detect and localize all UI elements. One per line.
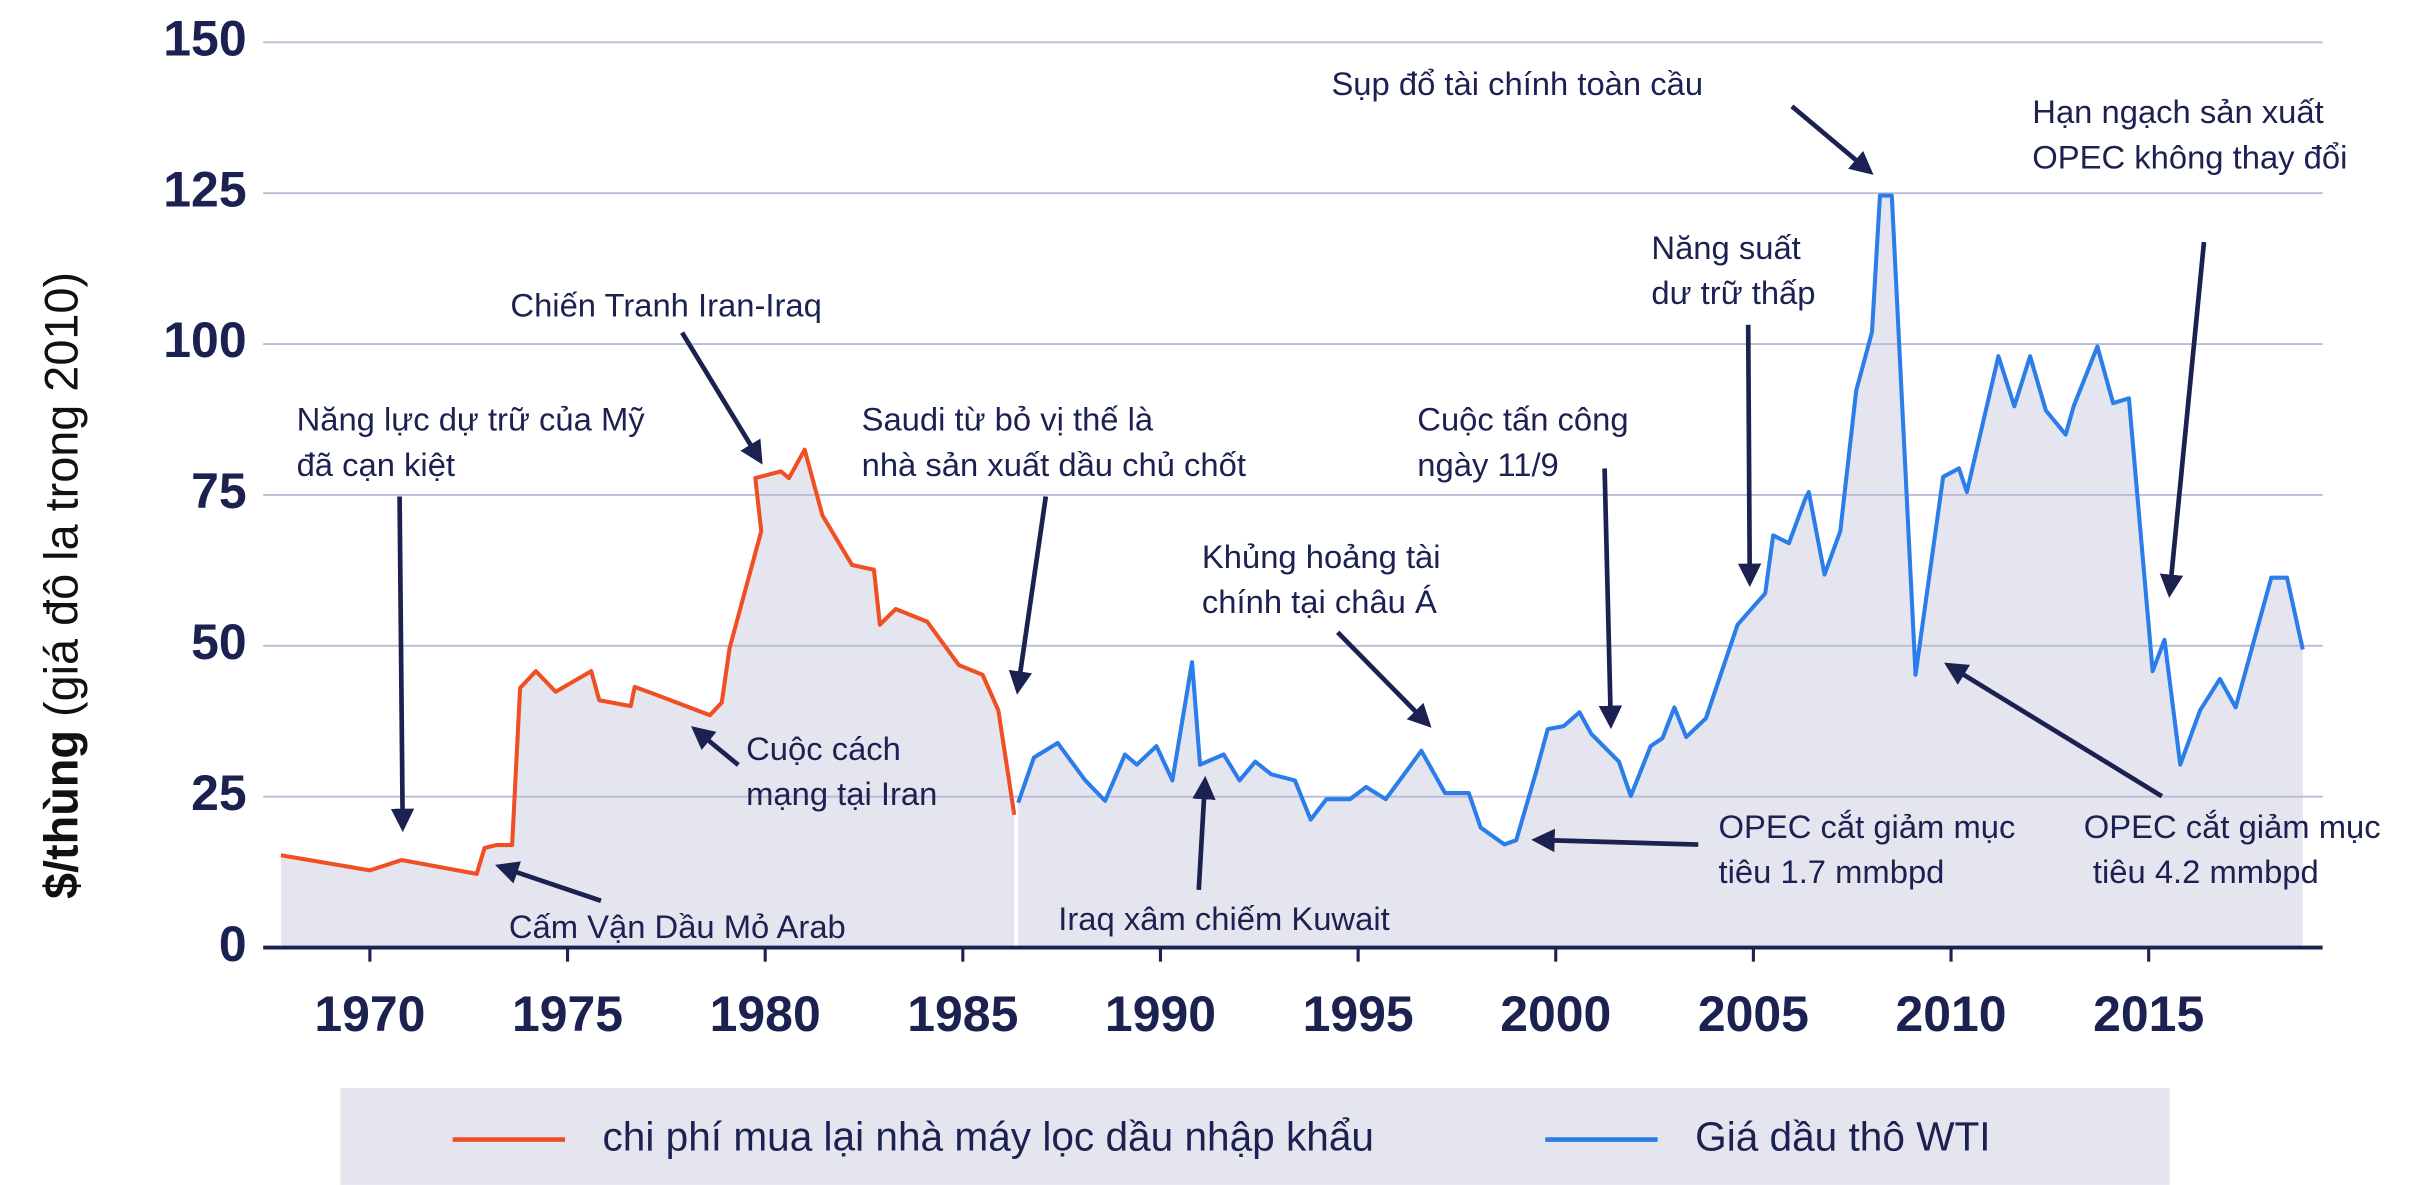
annotation-line: tiêu 1.7 mmbpd	[1719, 853, 1945, 890]
annotation: Cuộc cách mạng tại Iran	[746, 730, 937, 812]
annotation: Saudi từ bỏ vị thế là nhà sản xuất dầu ch…	[862, 400, 1246, 482]
series-line	[280, 447, 1017, 876]
annotation-line: Saudi từ bỏ vị thế là	[862, 400, 1154, 437]
annotation-arrow	[1336, 630, 1432, 728]
annotation: Cấm Vận Dầu Mỏ Arab	[509, 908, 846, 945]
annotation-line: OPEC không thay đổi	[2032, 138, 2347, 175]
y-tick-label: 75	[191, 463, 247, 519]
annotation: Cuộc tấn công ngày 11/9	[1417, 400, 1628, 482]
annotation: OPEC cắt giảm mục tiêu 4.2 mmbpd	[2084, 808, 2381, 890]
annotation: Năng suất dư trữ thấp	[1651, 229, 1815, 311]
x-tick-label: 2005	[1698, 986, 1809, 1042]
annotation: Năng lực dự trữ của Mỹ đã cạn kiệt	[297, 400, 646, 482]
annotation-line: Cuộc tấn công	[1417, 400, 1628, 437]
annotation-arrow	[680, 331, 763, 465]
annotation: Sụp đổ tài chính toàn cầu	[1331, 65, 1703, 102]
x-tick-label: 1995	[1303, 986, 1414, 1042]
series-area	[280, 449, 1015, 948]
annotation-arrow	[1531, 828, 1699, 853]
y-tick-label: 125	[163, 161, 246, 217]
annotation-arrow	[1008, 496, 1049, 695]
annotation-arrow	[1598, 468, 1623, 730]
y-label-bold: $/thùng	[36, 730, 88, 899]
annotation-line: ngày 11/9	[1417, 446, 1558, 483]
x-tick-label: 2010	[1895, 986, 2006, 1042]
series-area	[1018, 195, 2303, 948]
annotation-arrow	[1790, 104, 1874, 175]
annotation-line: đã cạn kiệt	[297, 446, 455, 483]
x-tick-label: 1970	[314, 986, 425, 1042]
annotation-line: Cuộc cách	[746, 730, 901, 767]
annotation-arrow	[1192, 775, 1216, 890]
plot-area	[263, 41, 2323, 948]
annotation-line: OPEC cắt giảm mục	[2084, 808, 2381, 845]
x-tick-label: 1990	[1105, 986, 1216, 1042]
y-tick-label: 25	[191, 765, 247, 821]
x-tick-label: 2015	[2093, 986, 2204, 1042]
y-tick-label: 0	[219, 916, 247, 972]
y-tick-label: 150	[163, 10, 246, 66]
annotation-line: Năng lực dự trữ của Mỹ	[297, 400, 646, 437]
annotation-line: dư trữ thấp	[1651, 274, 1815, 311]
annotation-line: Năng suất	[1651, 229, 1800, 266]
y-tick-label: 100	[163, 312, 246, 368]
annotation-line: Cấm Vận Dầu Mỏ Arab	[509, 908, 846, 945]
annotation-line: Iraq xâm chiếm Kuwait	[1058, 900, 1389, 937]
x-tick-label: 1980	[710, 986, 821, 1042]
annotation-line: Hạn ngạch sản xuất	[2032, 93, 2323, 130]
annotation-line: tiêu 4.2 mmbpd	[2084, 853, 2319, 890]
annotation-line: Khủng hoảng tài	[1202, 538, 1441, 575]
annotation-arrow	[2159, 241, 2207, 598]
annotation: Khủng hoảng tài chính tại châu Á	[1202, 538, 1441, 620]
legend-label: Giá dầu thô WTI	[1695, 1113, 1990, 1159]
annotation: Chiến Tranh Iran-Iraq	[510, 286, 821, 323]
annotation-line: chính tại châu Á	[1202, 583, 1437, 620]
annotation-line: Sụp đổ tài chính toàn cầu	[1331, 65, 1703, 102]
annotation: Hạn ngạch sản xuất OPEC không thay đổi	[2032, 93, 2347, 175]
annotation-arrow	[390, 496, 415, 833]
x-tick-label: 2000	[1500, 986, 1611, 1042]
y-label-rest: (giá đô la trong 2010)	[36, 272, 88, 717]
annotation: OPEC cắt giảm mục tiêu 1.7 mmbpd	[1719, 808, 2016, 890]
annotation-arrow	[495, 861, 602, 903]
annotation-arrow	[1737, 324, 1762, 588]
series-line	[1016, 193, 2305, 847]
y-axis-label: $/thùng (giá đô la trong 2010)	[36, 272, 88, 899]
x-tick-label: 1985	[907, 986, 1018, 1042]
annotation-arrow	[1944, 662, 2164, 799]
annotation-line: nhà sản xuất dầu chủ chốt	[862, 446, 1246, 483]
annotation-line: mạng tại Iran	[746, 775, 937, 812]
annotation-line: Chiến Tranh Iran-Iraq	[510, 286, 821, 323]
annotation-arrow	[690, 726, 740, 767]
annotation-line: OPEC cắt giảm mục	[1719, 808, 2016, 845]
annotation: Iraq xâm chiếm Kuwait	[1058, 900, 1389, 937]
y-tick-label: 50	[191, 614, 247, 670]
legend-label: chi phí mua lại nhà máy lọc dầu nhập khẩ…	[603, 1113, 1374, 1159]
legend-box	[340, 1088, 2170, 1185]
x-tick-label: 1975	[512, 986, 623, 1042]
